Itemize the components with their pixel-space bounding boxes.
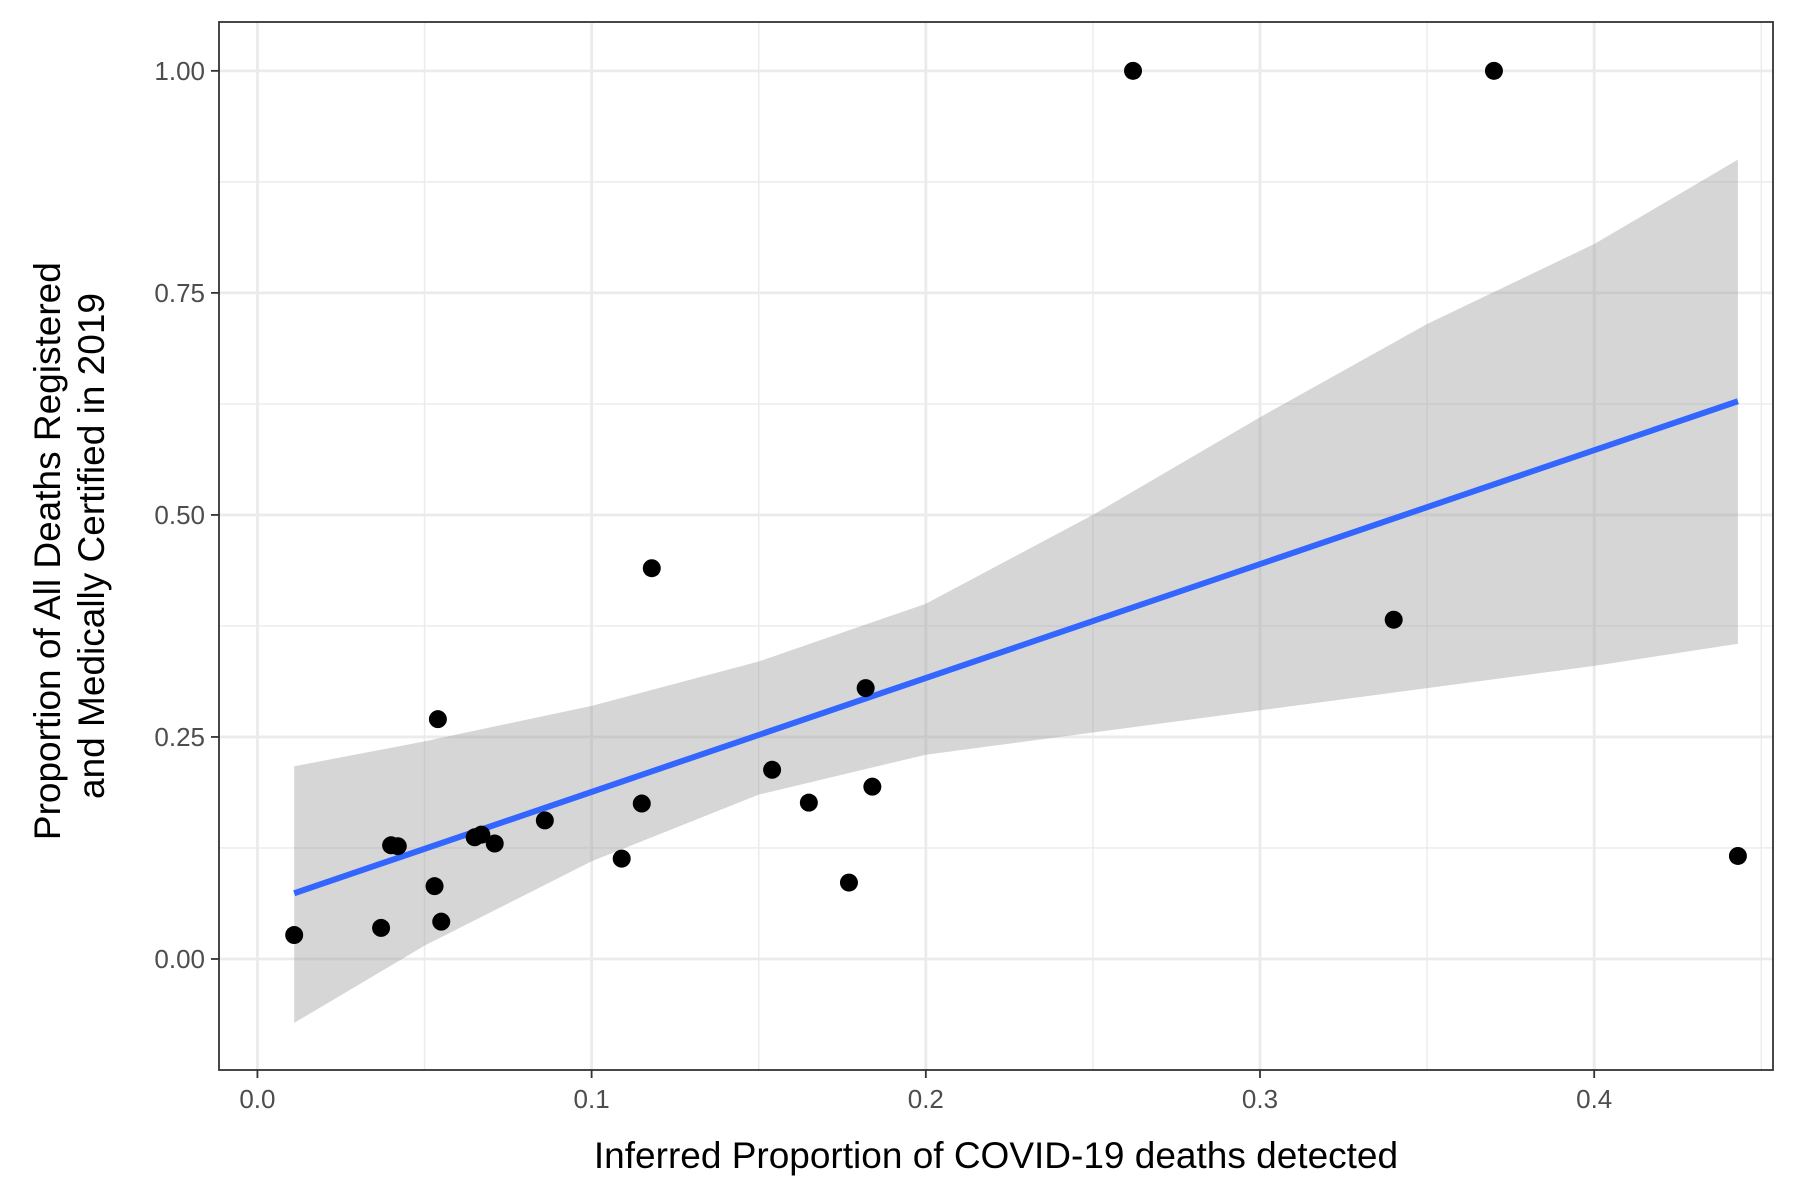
data-point	[472, 825, 491, 844]
data-point	[763, 760, 782, 779]
x-tick-label: 0.0	[239, 1084, 275, 1114]
data-point	[1484, 61, 1503, 80]
grid	[219, 22, 1773, 1070]
data-point	[432, 912, 451, 931]
data-point	[1124, 61, 1143, 80]
y-tick-label: 0.00	[154, 944, 205, 974]
y-axis-title-line-2: and Medically Certified in 2019	[71, 293, 112, 799]
y-tick-label: 1.00	[154, 56, 205, 86]
data-point	[388, 837, 407, 856]
y-axis-ticks: 0.00 0.25 0.50 0.75 1.00	[154, 56, 219, 974]
data-point	[485, 834, 504, 853]
data-point	[425, 877, 444, 896]
data-point	[863, 777, 882, 796]
data-point	[839, 873, 858, 892]
x-axis-title: Inferred Proportion of COVID-19 deaths d…	[594, 1135, 1398, 1176]
x-tick-label: 0.4	[1576, 1084, 1612, 1114]
y-tick-label: 0.50	[154, 500, 205, 530]
y-axis-title: Proportion of All Deaths Registered and …	[27, 252, 112, 840]
fit-line	[293, 398, 1739, 897]
data-point	[856, 679, 875, 698]
data-point	[612, 849, 631, 868]
x-axis-ticks: 0.0 0.1 0.2 0.3 0.4	[239, 1070, 1612, 1114]
data-point	[285, 926, 304, 945]
data-point	[632, 794, 651, 813]
x-tick-label: 0.3	[1242, 1084, 1278, 1114]
data-point	[1384, 610, 1403, 629]
x-tick-label: 0.2	[908, 1084, 944, 1114]
data-point	[1728, 846, 1747, 865]
data-point	[799, 793, 818, 812]
fit-line-layer	[293, 398, 1739, 897]
confidence-band	[294, 159, 1738, 1023]
confidence-band-layer	[294, 159, 1738, 1023]
y-tick-label: 0.75	[154, 278, 205, 308]
points-layer	[285, 61, 1747, 945]
data-point	[642, 559, 661, 578]
x-tick-label: 0.1	[574, 1084, 610, 1114]
y-tick-label: 0.25	[154, 722, 205, 752]
data-point	[535, 811, 554, 830]
panel-border	[218, 21, 1774, 1071]
y-axis-title-line-1: Proportion of All Deaths Registered	[27, 262, 68, 840]
data-point	[372, 918, 391, 937]
data-point	[428, 710, 447, 729]
